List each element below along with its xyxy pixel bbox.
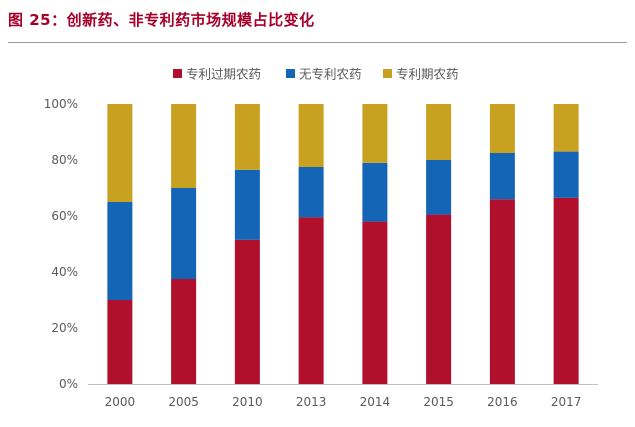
x-tick-label: 2017 <box>551 395 582 409</box>
x-tick-label: 2000 <box>105 395 136 409</box>
x-tick-label: 2005 <box>168 395 199 409</box>
figure-title: 图 25：创新药、非专利药市场规模占比变化 <box>8 11 315 29</box>
bar-segment-2015-series-3 <box>426 104 452 160</box>
x-tick-label: 2013 <box>296 395 327 409</box>
bar-segment-2013-series-2 <box>298 167 324 218</box>
legend-label-3: 专利期农药 <box>396 67 459 82</box>
bar-segment-2016-series-1 <box>489 199 515 384</box>
legend-label-1: 专利过期农药 <box>186 67 261 82</box>
bar-segment-2013-series-1 <box>298 217 324 384</box>
bar-segment-2014-series-2 <box>362 162 388 222</box>
x-tick-label: 2014 <box>360 395 391 409</box>
x-tick-label: 2010 <box>232 395 263 409</box>
legend-swatch-3 <box>383 69 392 78</box>
y-tick-label: 60% <box>51 209 78 223</box>
x-tick-label: 2016 <box>487 395 518 409</box>
y-tick-label: 20% <box>51 321 78 335</box>
bar-segment-2017-series-1 <box>553 197 579 384</box>
bar-segment-2005-series-3 <box>171 104 197 188</box>
bar-segment-2016-series-3 <box>489 104 515 153</box>
bar-segment-2014-series-1 <box>362 221 388 384</box>
bar-segment-2017-series-2 <box>553 151 579 198</box>
bar-segment-2005-series-1 <box>171 279 197 384</box>
bar-segment-2014-series-3 <box>362 104 388 163</box>
x-axis: 2000 2005 2010 2013 2014 2015 2016 2017 <box>88 384 598 409</box>
y-tick-label: 80% <box>51 153 78 167</box>
bar-segment-2010-series-3 <box>234 104 260 170</box>
bar-segment-2000-series-2 <box>107 202 133 300</box>
bar-segment-2010-series-1 <box>234 239 260 384</box>
bars <box>107 104 579 384</box>
chart-legend: 专利过期农药 无专利农药 专利期农药 <box>173 67 459 82</box>
title-divider <box>8 42 627 43</box>
legend-swatch-1 <box>173 69 182 78</box>
legend-label-2: 无专利农药 <box>299 67 362 82</box>
y-tick-label: 40% <box>51 265 78 279</box>
x-tick-label: 2015 <box>423 395 454 409</box>
bar-segment-2000-series-3 <box>107 104 133 202</box>
y-axis: 0% 20% 40% 60% 80% 100% <box>44 97 78 391</box>
bar-segment-2017-series-3 <box>553 104 579 152</box>
bar-segment-2015-series-2 <box>426 160 452 215</box>
y-tick-label: 100% <box>44 97 78 111</box>
bar-segment-2000-series-1 <box>107 300 133 384</box>
bar-segment-2016-series-2 <box>489 153 515 200</box>
bar-segment-2005-series-2 <box>171 188 197 279</box>
bar-segment-2013-series-3 <box>298 104 324 167</box>
legend-swatch-2 <box>286 69 295 78</box>
bar-segment-2010-series-2 <box>234 169 260 240</box>
bar-segment-2015-series-1 <box>426 214 452 384</box>
y-tick-label: 0% <box>59 377 78 391</box>
